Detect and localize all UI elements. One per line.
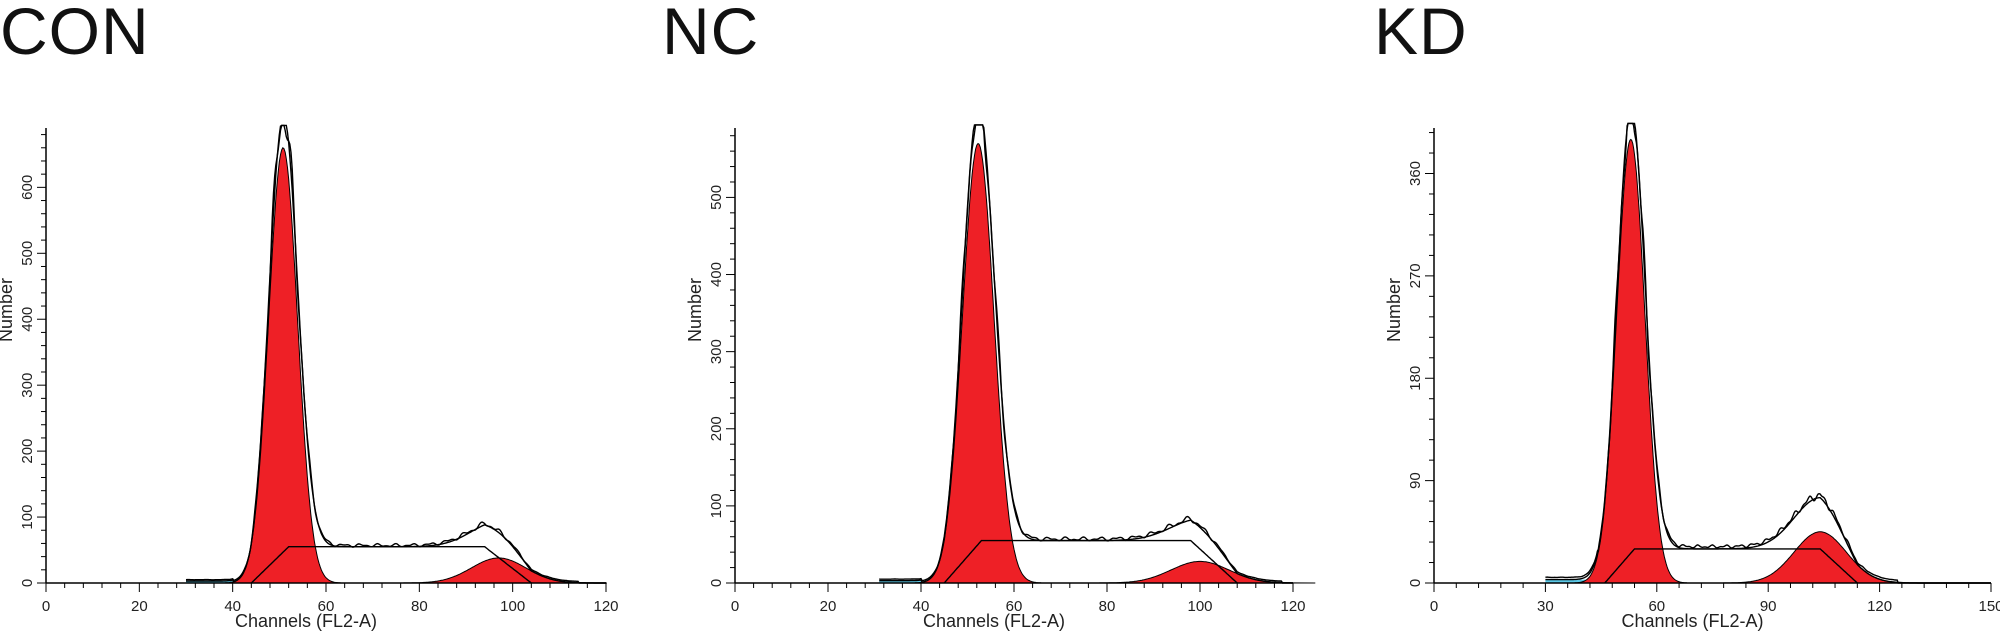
y-tick-label: 200 <box>708 416 725 441</box>
g1-peak-area <box>225 147 342 584</box>
y-tick-label: 400 <box>19 307 36 332</box>
y-tick-label: 0 <box>1407 579 1424 587</box>
y-tick-label: 270 <box>1407 263 1424 288</box>
g1-peak-area <box>1574 138 1688 584</box>
g2-peak-area <box>1084 560 1316 584</box>
y-tick-label: 100 <box>19 505 36 530</box>
x-axis-label: Channels (FL2-A) <box>1621 611 1763 631</box>
panel-title: CON <box>0 0 150 68</box>
model-fit-line <box>879 124 1293 584</box>
y-axis-label: Number <box>0 278 16 342</box>
histogram-plot: 0 30 60 90 120 150 0 90 180 270 360 Channels (FL2-A… <box>1384 122 2000 631</box>
x-axis-label: Channels (FL2-A) <box>923 611 1065 631</box>
y-tick-label: 90 <box>1407 472 1424 489</box>
histogram-panel-kd: KD 0 30 60 90 120 150 0 90 180 270 360 Channels (FL… <box>1370 0 2008 631</box>
x-tick-label: 20 <box>820 598 837 615</box>
g2-peak-area <box>1716 531 1925 584</box>
y-tick-label: 600 <box>19 175 36 200</box>
y-axis-label: Number <box>685 278 705 342</box>
y-tick-label: 180 <box>1407 366 1424 391</box>
y-tick-label: 300 <box>708 339 725 364</box>
x-tick-label: 150 <box>1978 598 2000 615</box>
x-tick-label: 100 <box>1187 598 1212 615</box>
x-tick-label: 0 <box>42 598 50 615</box>
x-tick-label: 80 <box>411 598 428 615</box>
model-fit-line <box>186 124 606 584</box>
histogram-plot: 0 20 40 60 80 100 120 0 100 200 300 400 500 600 Channe… <box>0 124 619 631</box>
x-tick-label: 0 <box>731 598 739 615</box>
x-tick-label: 60 <box>318 598 335 615</box>
measured-histogram-line <box>185 124 606 584</box>
y-axis-label: Number <box>1384 278 1404 342</box>
x-tick-label: 80 <box>1099 598 1116 615</box>
y-tick-label: 100 <box>708 493 725 518</box>
x-axis-label: Channels (FL2-A) <box>235 611 377 631</box>
y-tick-label: 300 <box>19 373 36 398</box>
g2-peak-area <box>390 557 607 584</box>
x-tick-label: 60 <box>1648 598 1665 615</box>
panel-title: NC <box>662 0 760 68</box>
histogram-plot: 0 20 40 60 80 100 120 0 100 200 300 400 500 Channels … <box>685 124 1316 631</box>
y-tick-label: 400 <box>708 262 725 287</box>
histogram-panel-con: CON 0 20 40 60 80 100 120 0 100 200 300 400 500 600 Ch… <box>0 0 680 631</box>
histogram-panel-nc: NC 0 20 40 60 80 100 120 0 100 200 300 400 500 Channe… <box>662 0 1342 631</box>
panel-title: KD <box>1374 0 1468 68</box>
y-tick-label: 500 <box>19 241 36 266</box>
measured-histogram-line <box>879 124 1293 584</box>
x-tick-label: 100 <box>500 598 525 615</box>
x-tick-label: 90 <box>1760 598 1777 615</box>
x-tick-label: 60 <box>1006 598 1023 615</box>
y-tick-label: 360 <box>1407 161 1424 186</box>
x-tick-label: 120 <box>593 598 618 615</box>
x-tick-label: 40 <box>913 598 930 615</box>
x-tick-label: 0 <box>1430 598 1438 615</box>
y-tick-label: 500 <box>708 185 725 210</box>
x-tick-label: 30 <box>1537 598 1554 615</box>
y-tick-label: 0 <box>708 579 725 587</box>
y-tick-label: 200 <box>19 439 36 464</box>
y-tick-label: 0 <box>19 579 36 587</box>
x-tick-label: 120 <box>1280 598 1305 615</box>
x-tick-label: 120 <box>1867 598 1892 615</box>
x-tick-label: 20 <box>131 598 148 615</box>
x-tick-label: 40 <box>224 598 241 615</box>
g1-peak-area <box>913 142 1042 584</box>
